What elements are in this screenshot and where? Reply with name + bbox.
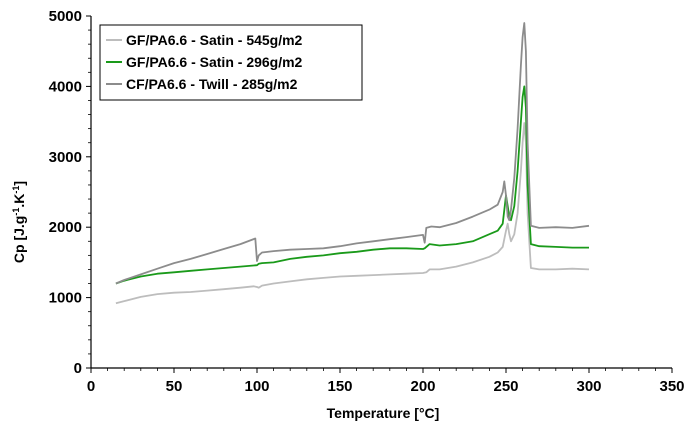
- x-tick-label: 300: [576, 378, 601, 395]
- y-axis-title: Cp [J.g-1.K-1]: [11, 181, 27, 263]
- y-tick-label: 0: [74, 360, 82, 377]
- x-tick-label: 50: [166, 378, 183, 395]
- legend-label-3: CF/PA6.6 - Twill - 285g/m2: [126, 76, 298, 92]
- y-axis-title-sup-1: -1: [11, 208, 21, 216]
- x-tick-label: 200: [410, 378, 435, 395]
- plot-series-group: [115, 22, 590, 305]
- x-tick-label: 250: [493, 378, 518, 395]
- y-tick-label: 4000: [49, 78, 82, 95]
- x-axis-title: Temperature [°C]: [327, 405, 440, 421]
- y-tick-label: 3000: [49, 149, 82, 166]
- series-line-1: [115, 122, 590, 305]
- y-tick-label: 1000: [49, 290, 82, 307]
- series-line-2: [115, 85, 589, 285]
- x-tick-label: 350: [659, 378, 684, 395]
- y-axis-title-part-3: ]: [11, 181, 27, 186]
- y-tick-label: 2000: [49, 219, 82, 236]
- x-tick-label: 100: [244, 378, 269, 395]
- ticks-group: 0 50 100 150 200 250 300 350 0 1000 2000 3000 4000 50…: [49, 8, 685, 395]
- legend: GF/PA6.6 - Satin - 545g/m2 GF/PA6.6 - Sa…: [99, 24, 363, 101]
- series-line-3: [115, 22, 590, 285]
- legend-label-2: GF/PA6.6 - Satin - 296g/m2: [126, 54, 303, 70]
- y-axis-title-sup-2: -1: [11, 186, 21, 194]
- y-axis-title-part-1: Cp [J.g: [11, 216, 27, 263]
- y-axis-title-part-2: .K: [11, 194, 27, 208]
- x-tick-label: 0: [87, 378, 95, 395]
- y-tick-label: 5000: [49, 8, 82, 25]
- legend-label-1: GF/PA6.6 - Satin - 545g/m2: [126, 32, 303, 48]
- legend-box: [99, 24, 363, 101]
- axes-group: [90, 16, 672, 369]
- x-tick-label: 150: [327, 378, 352, 395]
